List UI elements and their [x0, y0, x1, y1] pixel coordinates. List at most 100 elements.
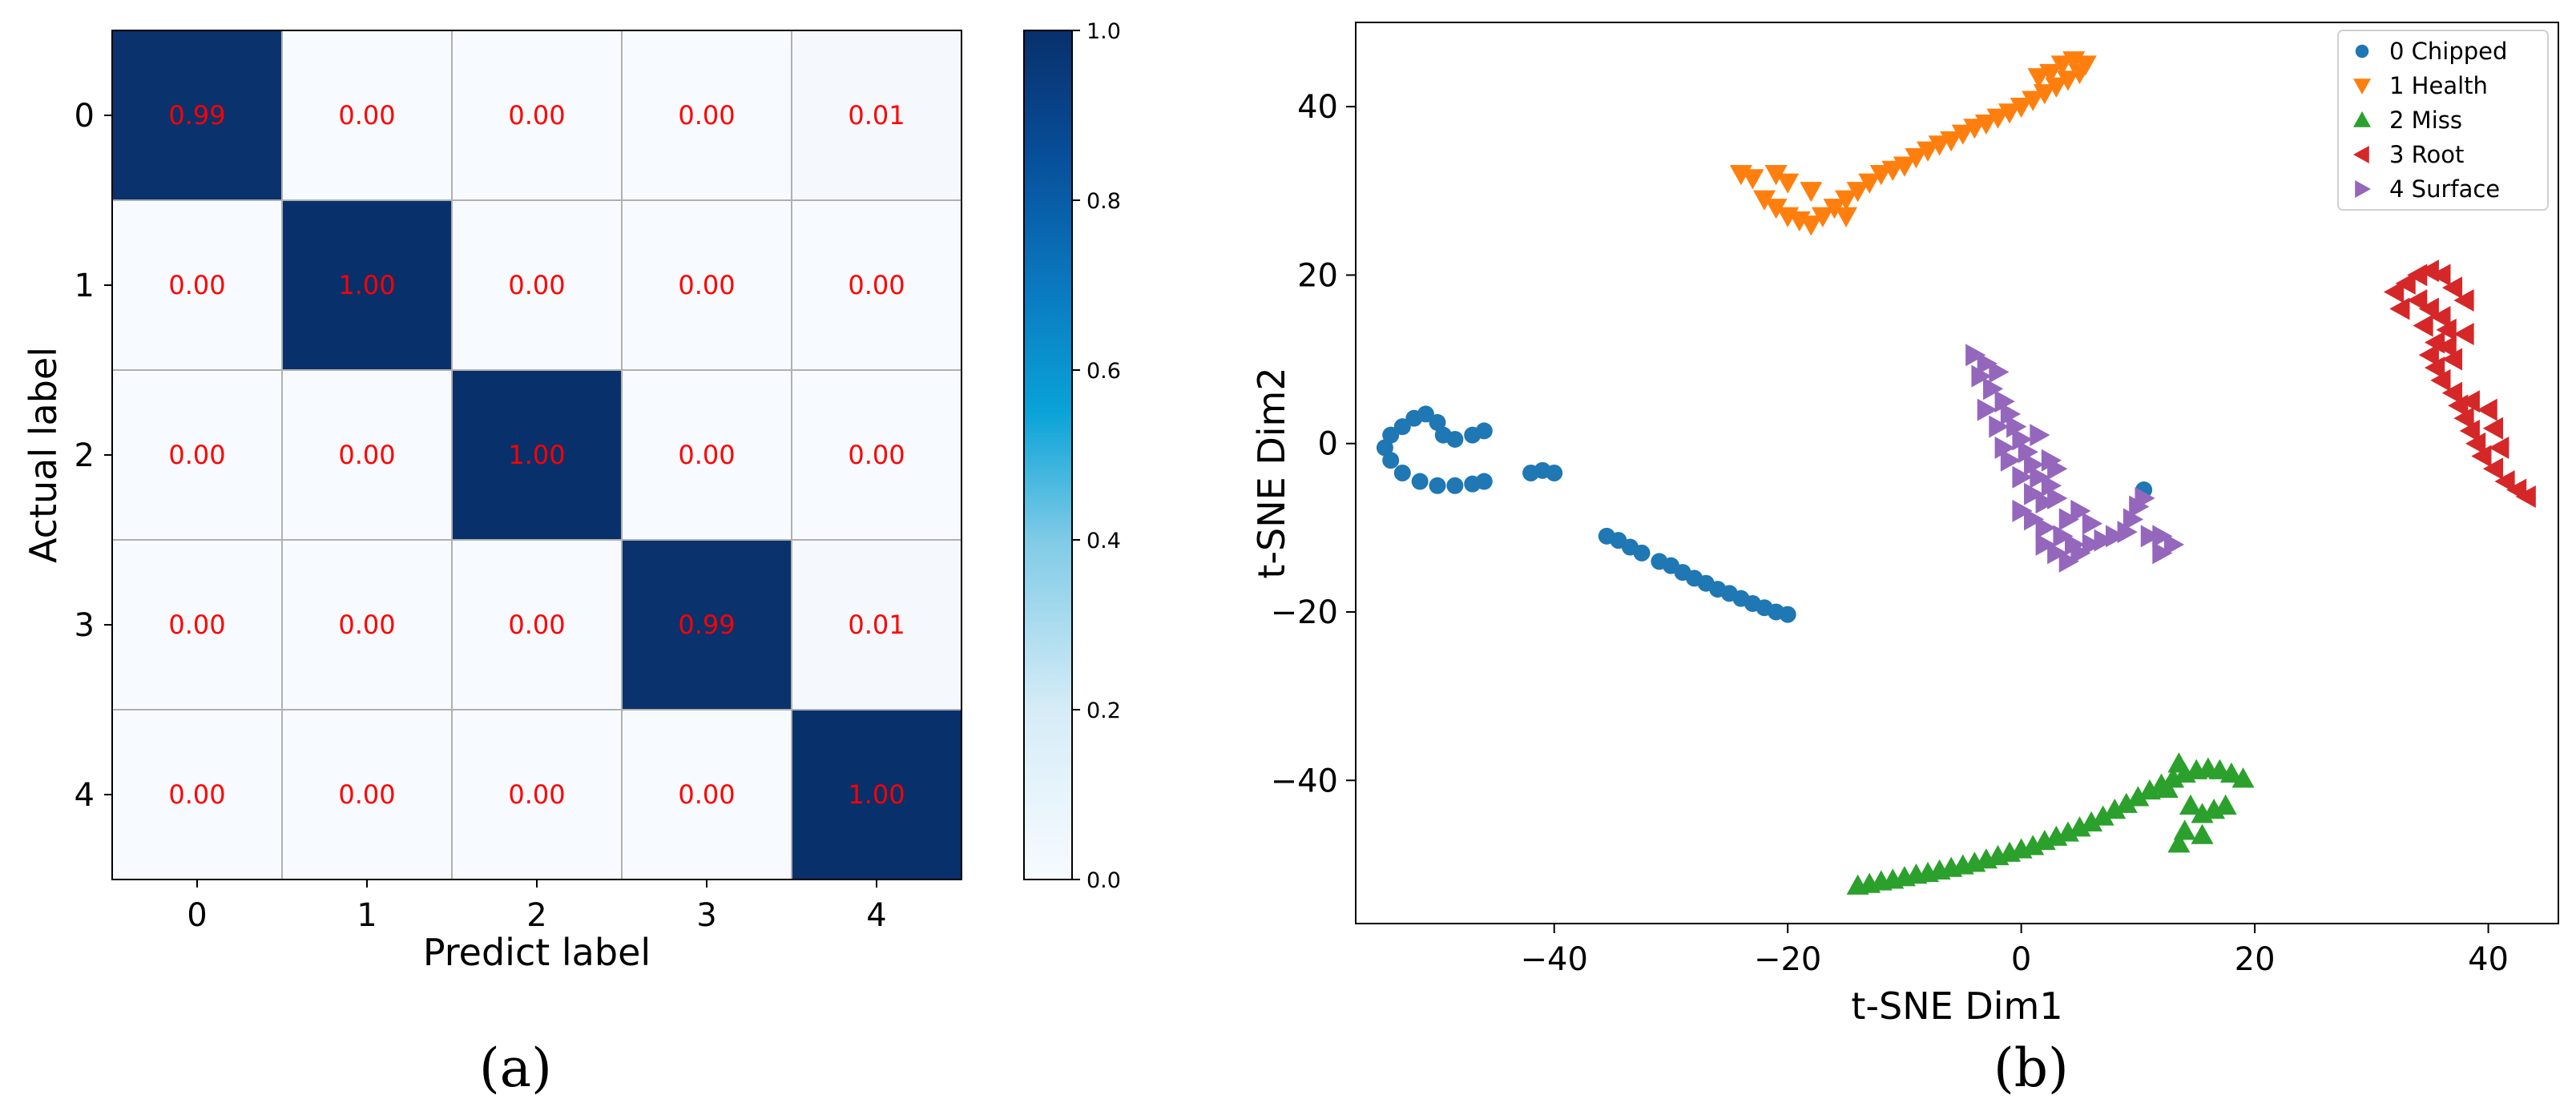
cell-value-label: 0.00: [168, 610, 225, 640]
legend-label: 2 Miss: [2389, 107, 2462, 134]
cell-value-label: 0.99: [678, 610, 735, 640]
y-tick-label: −20: [1271, 594, 1338, 631]
scatter-point: [1429, 413, 1446, 431]
cell-value-label: 0.01: [848, 100, 905, 131]
scatter-point: [2035, 491, 2056, 514]
scatter-point: [2477, 398, 2497, 421]
matrix-cell: [792, 30, 961, 200]
matrix-cell: [622, 30, 792, 200]
cell-value-label: 0.00: [848, 440, 905, 470]
scatter-point: [1800, 215, 1823, 236]
scatter-point: [2418, 297, 2439, 320]
matrix-cell: [622, 370, 792, 540]
scatter-point: [2035, 533, 2056, 556]
legend-marker: [2353, 146, 2369, 163]
scatter-point: [2022, 835, 2045, 855]
scatter-point: [2091, 805, 2114, 826]
colorbar-tick-label: 1.0: [1086, 19, 1121, 44]
cell-value-label: 0.00: [338, 610, 395, 640]
series-0: [1376, 405, 2153, 623]
x-axis-label: Predict label: [423, 931, 651, 974]
scatter-point: [2080, 811, 2103, 832]
legend-label: 4 Surface: [2389, 175, 2500, 203]
scatter-point: [2413, 314, 2433, 337]
x-tick-label: 20: [2235, 941, 2276, 978]
x-tick-label: 4: [866, 897, 886, 934]
scatter-point: [2030, 424, 2050, 447]
cell-value-label: 0.00: [678, 100, 735, 131]
scatter-point: [2035, 516, 2056, 539]
scatter-point: [2140, 525, 2161, 548]
scatter-point: [1475, 422, 1493, 440]
scatter-point: [1917, 141, 1940, 162]
series-2: [1846, 752, 2255, 895]
scatter-point: [2219, 762, 2243, 783]
scatter-point: [1376, 439, 1393, 457]
matrix-cell: [622, 710, 792, 880]
scatter-point: [2056, 70, 2079, 91]
scatter-point: [1776, 173, 1800, 194]
x-tick-label: −40: [1521, 941, 1588, 978]
scatter-point: [2436, 318, 2457, 341]
scatter-point: [1994, 436, 2015, 459]
scatter-point: [2383, 280, 2405, 304]
matrix-cell: [622, 540, 792, 710]
scatter-point: [1989, 415, 2010, 438]
series-4: [1965, 344, 2185, 573]
scatter-point: [2482, 417, 2504, 440]
scatter-point: [2430, 305, 2451, 328]
scatter-point: [1429, 477, 1446, 494]
scatter-point: [2453, 323, 2474, 346]
scatter-point: [1858, 173, 1881, 194]
scatter-point: [2459, 419, 2480, 442]
scatter-point: [1951, 124, 1974, 145]
matrix-cell: [112, 200, 282, 370]
cell-value-label: 0.00: [338, 440, 395, 470]
scatter-point: [1382, 426, 1400, 444]
scatter-point: [2179, 794, 2202, 815]
scatter-point: [2418, 344, 2439, 367]
scatter-point: [2453, 288, 2474, 312]
matrix-cell: [792, 710, 961, 880]
scatter-point: [1893, 156, 1916, 177]
scatter-point: [1835, 207, 1858, 227]
matrix-cell: [452, 370, 622, 540]
scatter-point: [1382, 452, 1400, 469]
scatter-point: [1446, 430, 1464, 448]
scatter-point: [1753, 190, 1776, 211]
scatter-point: [1974, 114, 1998, 135]
scatter-point: [2494, 470, 2515, 493]
scatter-point: [2012, 428, 2033, 451]
y-tick-label: 0: [1318, 426, 1338, 463]
scatter-point: [2489, 436, 2509, 459]
legend-marker: [2353, 78, 2371, 95]
y-axis-label: t-SNE Dim2: [1250, 367, 1293, 578]
scatter-point: [2053, 525, 2074, 548]
scatter-point: [2191, 823, 2214, 844]
legend-marker: [2355, 180, 2371, 198]
cell-value-label: 1.00: [508, 440, 565, 470]
scatter-point: [1741, 169, 1764, 190]
scatter-point: [2022, 91, 2045, 111]
scatter-point: [1393, 418, 1411, 436]
matrix-cell: [622, 200, 792, 370]
y-axis-label: Actual label: [22, 347, 65, 563]
scatter-point: [1977, 352, 1998, 375]
scatter-point: [2106, 525, 2127, 548]
scatter-point: [1994, 390, 2015, 413]
matrix-cell: [282, 370, 452, 540]
y-tick-label: 20: [1297, 257, 1338, 294]
scatter-point: [1411, 473, 1429, 490]
scatter-point: [2122, 508, 2144, 531]
scatter-point: [2436, 335, 2457, 358]
scatter-point: [2024, 482, 2045, 505]
scatter-point: [2030, 465, 2050, 489]
x-tick-label: 0: [187, 897, 207, 934]
colorbar: [1023, 30, 1073, 880]
scatter-point: [2047, 541, 2068, 565]
scatter-point: [2167, 832, 2191, 853]
scatter-point: [2018, 441, 2038, 464]
matrix-cell: [792, 540, 961, 710]
scatter-point: [2214, 794, 2237, 815]
